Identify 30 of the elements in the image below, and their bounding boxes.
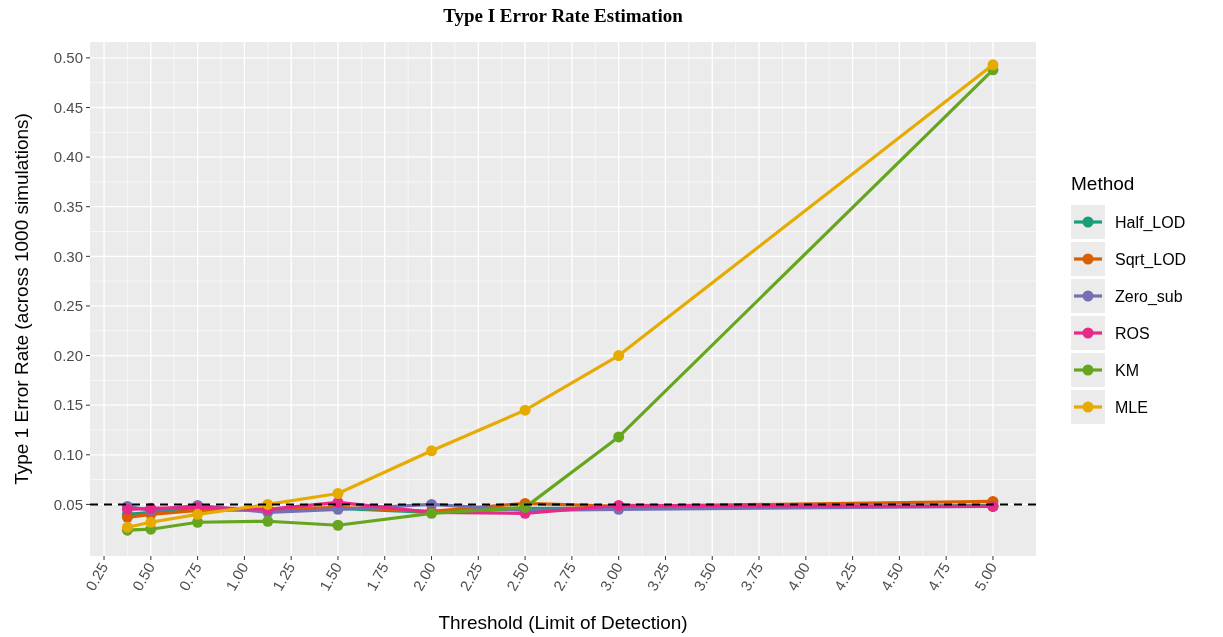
point	[192, 508, 204, 520]
point	[613, 431, 625, 443]
y-tick-label: 0.15	[53, 396, 83, 414]
y-tick-label: 0.45	[53, 98, 83, 116]
legend-label: Half_LOD	[1115, 213, 1186, 232]
point	[987, 59, 999, 71]
y-tick-label: 0.35	[53, 197, 83, 215]
legend-label: Sqrt_LOD	[1115, 250, 1187, 269]
y-tick-label: 0.50	[53, 49, 83, 67]
chart-title: Type I Error Rate Estimation	[443, 5, 684, 26]
x-axis-title: Threshold (Limit of Detection)	[438, 612, 688, 633]
point	[519, 404, 531, 416]
legend-label: KM	[1115, 361, 1139, 379]
point	[332, 487, 344, 499]
legend-label: Zero_sub	[1115, 287, 1183, 306]
legend-label: MLE	[1115, 398, 1148, 416]
y-tick-label: 0.10	[53, 446, 83, 464]
y-tick-label: 0.20	[53, 346, 83, 364]
point	[332, 519, 344, 531]
y-tick-label: 0.25	[53, 297, 83, 315]
legend-label: ROS	[1115, 324, 1150, 342]
point	[145, 516, 157, 528]
y-tick-label: 0.40	[53, 148, 83, 166]
point	[262, 515, 274, 527]
y-tick-label: 0.30	[53, 247, 83, 265]
legend-title: Method	[1071, 173, 1135, 194]
point	[426, 445, 438, 457]
point	[613, 350, 625, 362]
y-tick-label: 0.05	[53, 495, 83, 513]
y-axis-title: Type 1 Error Rate (across 1000 simulations)	[11, 113, 32, 485]
